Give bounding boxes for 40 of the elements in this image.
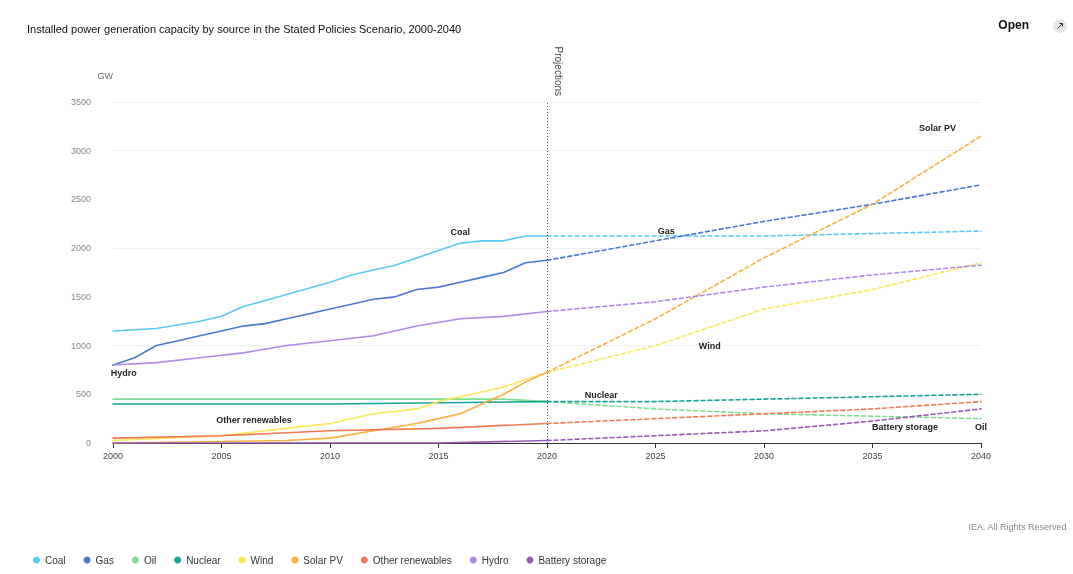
x-tick-label: 2000 <box>102 450 124 461</box>
text: IEA. All Rights Reserved <box>968 521 1067 532</box>
x-tick-label: 2040 <box>970 450 992 461</box>
annotation: Solar PV <box>919 123 957 134</box>
x-tick-label: 2025 <box>645 450 666 461</box>
y-tick-label: 500 <box>75 389 91 400</box>
x-tick-label: 2015 <box>428 450 449 461</box>
x-tick-label: 2005 <box>211 450 232 461</box>
y-tick-label: 2500 <box>70 194 91 205</box>
annotation: Gas <box>657 225 675 236</box>
text: Open <box>998 18 1029 32</box>
annotation: Wind <box>698 340 721 351</box>
legend-label: Battery storage <box>538 554 607 566</box>
legend-label: Wind <box>250 554 274 566</box>
annotation: Other renewables <box>216 414 292 425</box>
y-tick-label: 1500 <box>70 291 91 302</box>
chart-title: Installed power generation capacity by source in the Stated Policies Scenario, 2000-2040 <box>27 22 462 35</box>
legend-label: Coal <box>45 554 66 566</box>
legend-label: Nuclear <box>186 554 222 566</box>
x-tick-label: 2030 <box>753 450 775 461</box>
legend-label: Solar PV <box>303 554 344 566</box>
y-tick-label: 2000 <box>70 243 91 254</box>
y-axis-title: GW <box>97 70 114 81</box>
annotation: Coal <box>450 226 470 237</box>
annotation: Hydro <box>110 367 138 378</box>
y-tick-label: 3500 <box>70 97 91 107</box>
legend-label: Gas <box>95 554 114 566</box>
annotation: Oil <box>974 422 988 433</box>
x-tick-label: 2035 <box>862 450 883 461</box>
x-tick-label: 2020 <box>536 450 558 461</box>
legend-label: Oil <box>143 554 157 566</box>
ref-line-label: Projections <box>552 46 564 96</box>
legend-label: Hydro <box>481 554 509 566</box>
y-tick-label: 1000 <box>70 340 91 351</box>
legend-label: Other renewables <box>372 554 452 566</box>
y-tick-label: 3000 <box>70 145 91 156</box>
x-tick-label: 2010 <box>319 450 341 461</box>
y-tick-label: 0 <box>85 438 91 448</box>
annotation: Nuclear <box>584 390 619 401</box>
annotation: Battery storage <box>872 422 939 433</box>
